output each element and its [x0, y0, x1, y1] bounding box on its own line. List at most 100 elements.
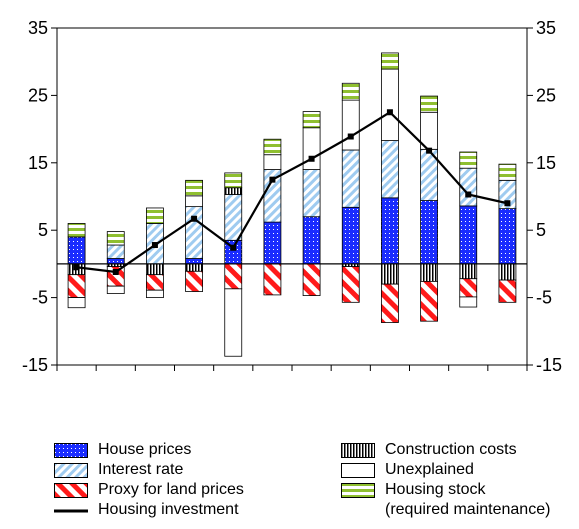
- bar-construction-costs: [420, 263, 438, 282]
- bar-unexplained: [341, 99, 360, 151]
- bar-interest-rate: [224, 194, 243, 241]
- bar-interest-rate: [381, 140, 399, 199]
- swatch-housing-stock: [341, 483, 375, 498]
- y-tick-label-left: 15: [28, 153, 48, 173]
- bar-unexplained: [67, 297, 86, 309]
- bar-unexplained: [459, 296, 478, 308]
- y-tick-label-right: 25: [536, 85, 556, 105]
- bar-proxy-for-land-prices: [341, 266, 360, 303]
- housing-investment-point: [112, 268, 119, 275]
- y-tick-label-right: -15: [536, 355, 562, 375]
- bar-house-prices: [459, 205, 478, 265]
- bar-construction-costs: [185, 263, 203, 272]
- y-tick-label-left: 35: [28, 18, 48, 38]
- bar-proxy-for-land-prices: [185, 270, 203, 292]
- swatch-interest-rate: [54, 463, 88, 478]
- bar-house-prices: [302, 216, 321, 265]
- swatch-land-prices: [54, 483, 88, 498]
- bar-house-prices: [263, 221, 282, 265]
- bar-house-prices: [185, 258, 203, 265]
- bar-unexplained: [302, 127, 321, 170]
- bar-housing-stock: [459, 151, 478, 169]
- y-tick-label-right: 35: [536, 18, 556, 38]
- bar-unexplained: [224, 288, 243, 357]
- bar-proxy-for-land-prices: [459, 278, 478, 298]
- bar-housing-stock: [498, 163, 517, 181]
- swatch-house-prices: [54, 443, 88, 458]
- housing-investment-point: [308, 155, 315, 162]
- bar-interest-rate: [341, 149, 360, 208]
- bar-housing-stock: [420, 95, 438, 113]
- housing-investment-point: [426, 147, 433, 154]
- housing-investment-point: [269, 176, 276, 183]
- housing-investment-line: [73, 109, 511, 275]
- housing-investment-point: [504, 200, 511, 207]
- y-tick-label-left: -15: [22, 355, 48, 375]
- bar-unexplained: [106, 285, 125, 294]
- y-tick-label-left: 5: [38, 220, 48, 240]
- y-tick-label-right: -5: [536, 288, 552, 308]
- bar-unexplained: [263, 154, 282, 170]
- bar-housing-stock: [67, 223, 86, 238]
- y-axis-right: 35 25 15 5 -5 -15: [527, 18, 562, 375]
- bar-interest-rate: [106, 244, 125, 259]
- y-tick-label-right: 15: [536, 153, 556, 173]
- bar-proxy-for-land-prices: [67, 274, 86, 298]
- swatch-housing-investment: [54, 503, 88, 518]
- bar-interest-rate: [185, 206, 203, 259]
- bar-unexplained: [381, 68, 399, 141]
- bar-construction-costs: [146, 263, 164, 276]
- bar-proxy-for-land-prices: [420, 281, 438, 322]
- y-axis-left: 35 25 15 5 -5 -15: [22, 18, 57, 375]
- bar-housing-stock: [185, 179, 203, 197]
- bar-housing-stock: [263, 138, 282, 156]
- bar-proxy-for-land-prices: [498, 279, 517, 303]
- housing-investment-point: [73, 264, 80, 271]
- bar-house-prices: [341, 206, 360, 265]
- bar-housing-stock: [381, 52, 399, 70]
- bar-house-prices: [498, 208, 517, 265]
- bar-interest-rate: [302, 169, 321, 218]
- legend-label-construction-costs: Construction costs: [385, 441, 517, 458]
- bar-proxy-for-land-prices: [381, 283, 399, 323]
- swatch-unexplained: [341, 463, 375, 478]
- housing-investment-point: [230, 244, 237, 251]
- bar-proxy-for-land-prices: [263, 263, 282, 296]
- housing-investment-point: [347, 133, 354, 140]
- legend-label-house-prices: House prices: [98, 441, 192, 458]
- x-axis: Q1 03Q3 03Q1 04Q3 04Q1 05Q3 05: [56, 365, 528, 371]
- bar-construction-costs: [498, 263, 517, 281]
- housing-investment-point: [386, 109, 393, 116]
- legend-label-land-prices: Proxy for land prices: [98, 481, 244, 498]
- bar-construction-costs: [459, 263, 478, 280]
- bar-proxy-for-land-prices: [302, 263, 321, 296]
- bar-house-prices: [381, 197, 399, 265]
- bar-house-prices: [420, 200, 438, 265]
- bar-house-prices: [106, 258, 125, 265]
- bar-housing-stock: [302, 111, 321, 129]
- plot-frame: [56, 27, 528, 366]
- housing-investment-point: [465, 191, 472, 198]
- bar-housing-stock: [224, 172, 243, 189]
- bar-house-prices: [67, 236, 86, 265]
- housing-investment-point: [191, 215, 198, 222]
- housing-investment-path: [76, 110, 508, 274]
- plot-border: [56, 27, 528, 366]
- bar-construction-costs: [381, 263, 399, 285]
- y-tick-label-left: -5: [32, 288, 48, 308]
- bar-housing-stock: [146, 207, 164, 224]
- bar-proxy-for-land-prices: [224, 263, 243, 290]
- bar-housing-stock: [106, 231, 125, 246]
- legend-label-unexplained: Unexplained: [385, 461, 474, 478]
- bar-construction-costs: [224, 187, 243, 195]
- housing-investment-point: [151, 242, 158, 249]
- bars: [67, 52, 517, 357]
- legend-label-housing-stock-line2: (required maintenance): [385, 501, 551, 518]
- legend-label-interest-rate: Interest rate: [98, 461, 184, 478]
- bar-unexplained: [185, 195, 203, 208]
- chart: 35 25 15 5 -5 -15 35 25 15 5 -5 -15 Q1 03Q3 03Q1 0…: [22, 18, 562, 375]
- bar-housing-stock: [341, 82, 360, 101]
- legend-label-housing-investment: Housing investment: [98, 501, 239, 518]
- legend-label-housing-stock: Housing stock: [385, 481, 486, 498]
- swatch-construction-costs: [341, 443, 375, 458]
